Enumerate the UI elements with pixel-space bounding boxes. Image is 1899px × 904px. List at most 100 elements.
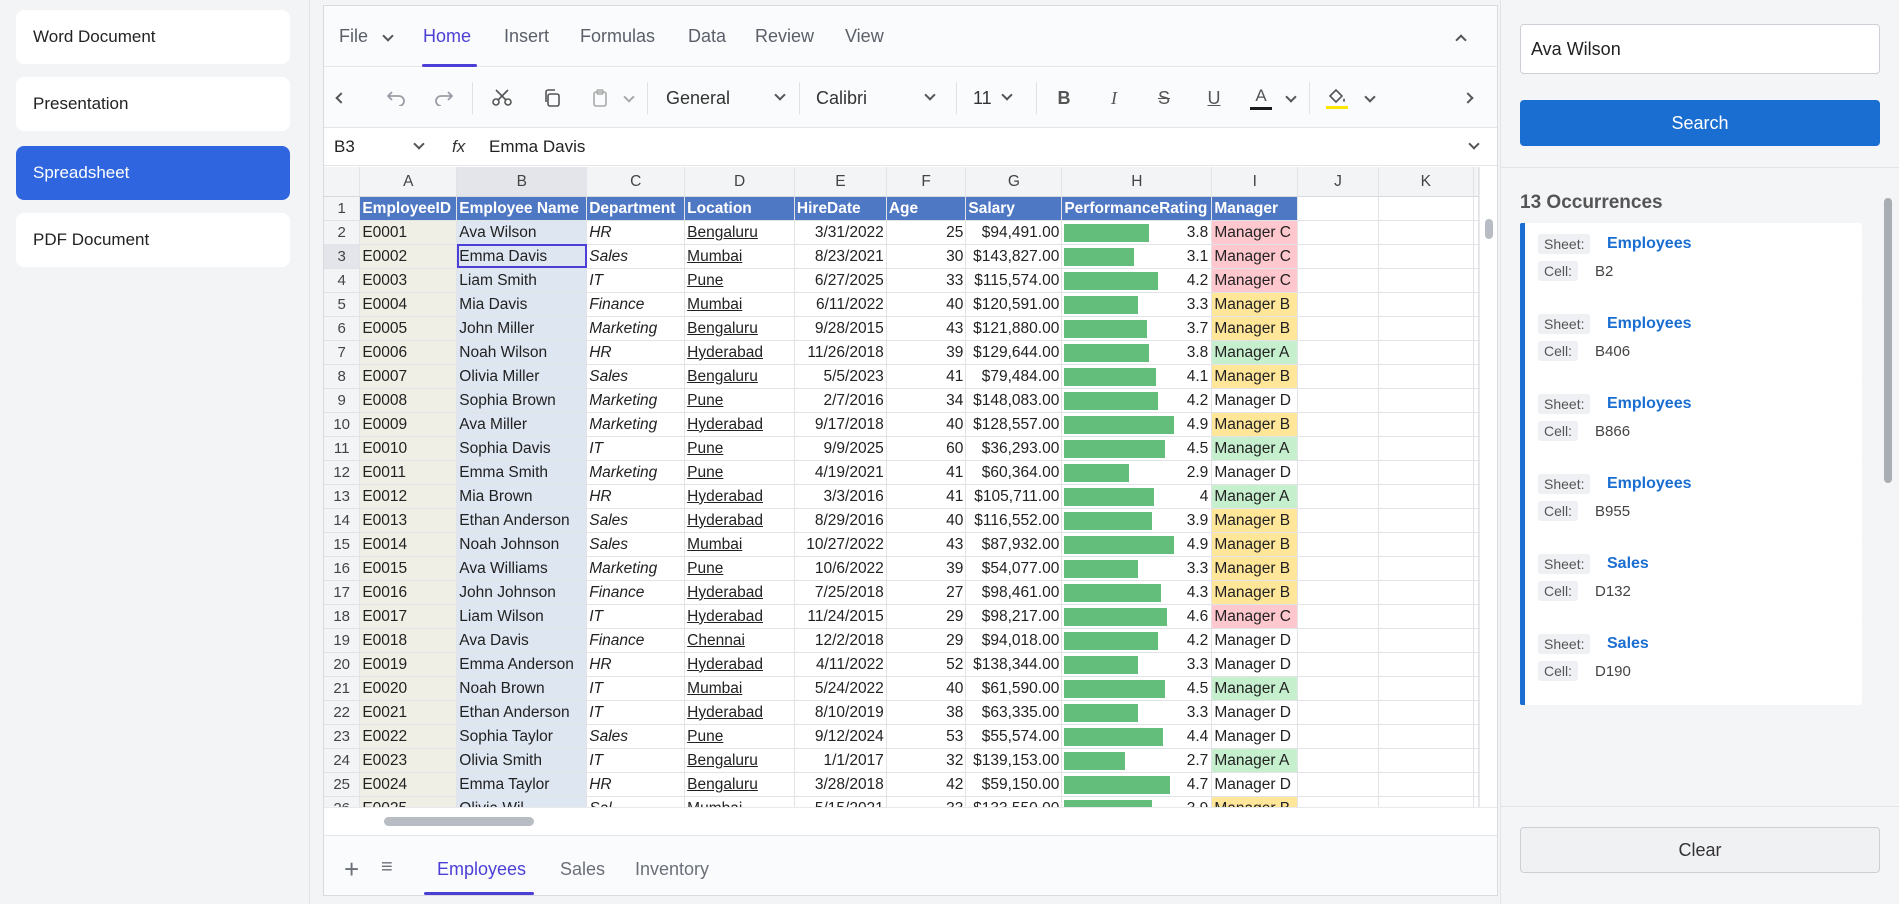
cell-j9[interactable] <box>1297 388 1379 413</box>
occurrence-cell[interactable]: B866 <box>1595 423 1631 440</box>
row-header[interactable]: 17 <box>324 580 361 605</box>
cell-g19[interactable]: $94,018.00 <box>965 628 1063 653</box>
cell-c3[interactable]: Sales <box>586 244 686 269</box>
cell-d14[interactable]: Hyderabad <box>684 508 795 533</box>
cell-c9[interactable]: Marketing <box>586 388 686 413</box>
cell-d8[interactable]: Bengaluru <box>684 364 795 389</box>
cell-h19[interactable]: 4.2 <box>1061 628 1213 653</box>
cell-k9[interactable] <box>1378 388 1475 413</box>
cell-i11[interactable]: Manager A <box>1211 436 1299 461</box>
cell-b12[interactable]: Emma Smith <box>456 460 588 485</box>
cell-i22[interactable]: Manager D <box>1211 700 1299 725</box>
font-family-dropdown[interactable]: Calibri <box>816 82 946 114</box>
cell-e1[interactable]: HireDate <box>794 196 887 221</box>
cell-g7[interactable]: $129,644.00 <box>965 340 1063 365</box>
cell-j21[interactable] <box>1297 676 1379 701</box>
cell-g16[interactable]: $54,077.00 <box>965 556 1063 581</box>
cell-j3[interactable] <box>1297 244 1379 269</box>
row-header[interactable]: 25 <box>324 772 361 797</box>
occurrences-scroll-thumb[interactable] <box>1884 198 1892 483</box>
cell-d26[interactable]: Mumbai <box>684 796 795 807</box>
cell-a21[interactable]: E0020 <box>359 676 458 701</box>
cell-b16[interactable]: Ava Williams <box>456 556 588 581</box>
cell-c15[interactable]: Sales <box>586 532 686 557</box>
sheet-tab-employees[interactable]: Employees <box>437 859 527 879</box>
expand-formula-chevron-icon[interactable] <box>1468 138 1480 150</box>
cell-e10[interactable]: 9/17/2018 <box>794 412 887 437</box>
cell-a6[interactable]: E0005 <box>359 316 458 341</box>
cell-j18[interactable] <box>1297 604 1379 629</box>
cell-h2[interactable]: 3.8 <box>1061 220 1213 245</box>
cell-a20[interactable]: E0019 <box>359 652 458 677</box>
cell-e21[interactable]: 5/24/2022 <box>794 676 887 701</box>
cell-a13[interactable]: E0012 <box>359 484 458 509</box>
underline-icon[interactable]: U <box>1207 87 1221 108</box>
cell-b9[interactable]: Sophia Brown <box>456 388 588 413</box>
column-header-d[interactable]: D <box>684 167 795 197</box>
cell-e12[interactable]: 4/19/2021 <box>794 460 887 485</box>
cell-e9[interactable]: 2/7/2016 <box>794 388 887 413</box>
search-button[interactable]: Search <box>1520 100 1880 146</box>
cell-j26[interactable] <box>1297 796 1379 807</box>
cell-e2[interactable]: 3/31/2022 <box>794 220 887 245</box>
cell-i8[interactable]: Manager B <box>1211 364 1299 389</box>
toolbar-scroll-left-icon[interactable] <box>335 92 347 104</box>
cell-k17[interactable] <box>1378 580 1475 605</box>
cell-j24[interactable] <box>1297 748 1379 773</box>
copy-icon[interactable] <box>540 84 564 112</box>
cell-h4[interactable]: 4.2 <box>1061 268 1213 293</box>
cell-h12[interactable]: 2.9 <box>1061 460 1213 485</box>
cell-g22[interactable]: $63,335.00 <box>965 700 1063 725</box>
cell-g2[interactable]: $94,491.00 <box>965 220 1063 245</box>
cell-b23[interactable]: Sophia Taylor <box>456 724 588 749</box>
occurrence-sheet[interactable]: Sales <box>1607 635 1649 652</box>
cell-i21[interactable]: Manager A <box>1211 676 1299 701</box>
cell-k5[interactable] <box>1378 292 1475 317</box>
vertical-scroll-thumb[interactable] <box>1485 219 1493 239</box>
cell-b17[interactable]: John Johnson <box>456 580 588 605</box>
occurrences-scrollbar[interactable] <box>1883 188 1893 798</box>
search-input[interactable] <box>1520 24 1880 74</box>
cell-i7[interactable]: Manager A <box>1211 340 1299 365</box>
cell-f15[interactable]: 43 <box>886 532 967 557</box>
cell-j12[interactable] <box>1297 460 1379 485</box>
cell-a3[interactable]: E0002 <box>359 244 458 269</box>
cell-h6[interactable]: 3.7 <box>1061 316 1213 341</box>
cell-h21[interactable]: 4.5 <box>1061 676 1213 701</box>
cell-d21[interactable]: Mumbai <box>684 676 795 701</box>
cell-c16[interactable]: Marketing <box>586 556 686 581</box>
cell-b2[interactable]: Ava Wilson <box>456 220 588 245</box>
occurrence-item[interactable]: Sheet: Sales Cell: D132 <box>1520 543 1862 625</box>
cell-c12[interactable]: Marketing <box>586 460 686 485</box>
cell-c2[interactable]: HR <box>586 220 686 245</box>
cell-d5[interactable]: Mumbai <box>684 292 795 317</box>
cell-b19[interactable]: Ava Davis <box>456 628 588 653</box>
row-header[interactable]: 3 <box>324 244 361 269</box>
cell-j2[interactable] <box>1297 220 1379 245</box>
row-header[interactable]: 14 <box>324 508 361 533</box>
cell-k24[interactable] <box>1378 748 1475 773</box>
column-header-h[interactable]: H <box>1061 167 1213 197</box>
cell-g6[interactable]: $121,880.00 <box>965 316 1063 341</box>
cell-i17[interactable]: Manager B <box>1211 580 1299 605</box>
cell-j17[interactable] <box>1297 580 1379 605</box>
occurrence-sheet[interactable]: Employees <box>1607 315 1692 332</box>
column-header-b[interactable]: B <box>456 167 588 197</box>
strikethrough-icon[interactable]: S <box>1157 87 1170 108</box>
cell-h11[interactable]: 4.5 <box>1061 436 1213 461</box>
cell-c5[interactable]: Finance <box>586 292 686 317</box>
cell-j7[interactable] <box>1297 340 1379 365</box>
cell-k10[interactable] <box>1378 412 1475 437</box>
cell-j22[interactable] <box>1297 700 1379 725</box>
cell-d2[interactable]: Bengaluru <box>684 220 795 245</box>
cell-d4[interactable]: Pune <box>684 268 795 293</box>
cell-c23[interactable]: Sales <box>586 724 686 749</box>
cell-k22[interactable] <box>1378 700 1475 725</box>
cell-b26[interactable]: Olivia Wil... <box>456 796 588 807</box>
cell-e14[interactable]: 8/29/2016 <box>794 508 887 533</box>
cell-a26[interactable]: E0025 <box>359 796 458 807</box>
cell-d6[interactable]: Bengaluru <box>684 316 795 341</box>
cell-i25[interactable]: Manager D <box>1211 772 1299 797</box>
occurrence-item[interactable]: Sheet: Employees Cell: B2 <box>1520 223 1862 305</box>
